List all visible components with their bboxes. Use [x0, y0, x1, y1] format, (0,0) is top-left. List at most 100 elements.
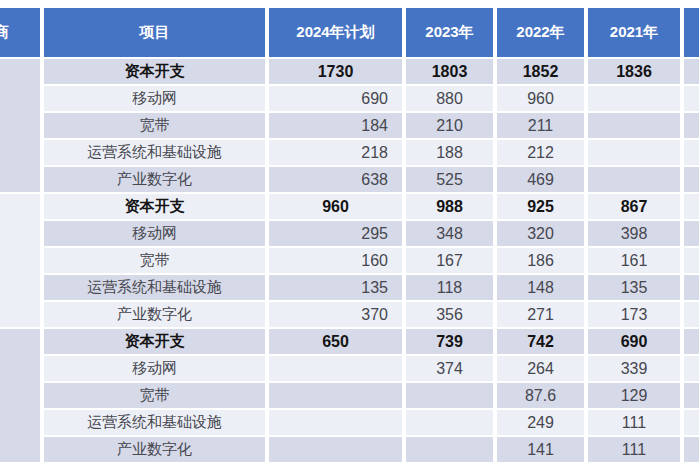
row-label: 产业数字化 — [44, 437, 265, 462]
value-cell: 161 — [588, 248, 680, 273]
clipped-extra-column-cell — [684, 59, 699, 84]
value-cell: 188 — [406, 140, 493, 165]
row-label: 运营系统和基础设施 — [44, 275, 265, 300]
operator-merged-cell — [0, 329, 40, 462]
value-cell: 348 — [406, 221, 493, 246]
row-label: 产业数字化 — [44, 167, 265, 192]
value-cell: 249 — [497, 410, 584, 435]
clipped-extra-column-cell — [684, 275, 699, 300]
value-cell — [269, 356, 402, 381]
value-cell: 135 — [588, 275, 680, 300]
value-cell: 988 — [406, 194, 493, 219]
clipped-extra-column-cell — [684, 329, 699, 354]
value-cell: 339 — [588, 356, 680, 381]
operator-header-label: 商 — [0, 23, 9, 42]
value-cell — [588, 140, 680, 165]
value-cell: 867 — [588, 194, 680, 219]
clipped-extra-column-header — [684, 8, 699, 57]
value-cell: 111 — [588, 410, 680, 435]
value-cell: 118 — [406, 275, 493, 300]
value-cell: 295 — [269, 221, 402, 246]
value-cell: 186 — [497, 248, 584, 273]
operator-merged-cell — [0, 59, 40, 192]
clipped-extra-column-cell — [684, 167, 699, 192]
row-label: 运营系统和基础设施 — [44, 140, 265, 165]
row-label: 移动网 — [44, 221, 265, 246]
value-cell — [269, 383, 402, 408]
value-cell: 690 — [269, 86, 402, 111]
value-cell: 374 — [406, 356, 493, 381]
value-cell: 160 — [269, 248, 402, 273]
column-header-2021: 2021年 — [588, 8, 680, 57]
value-cell: 650 — [269, 329, 402, 354]
value-cell: 525 — [406, 167, 493, 192]
value-cell: 690 — [588, 329, 680, 354]
value-cell — [269, 437, 402, 462]
value-cell: 184 — [269, 113, 402, 138]
value-cell: 370 — [269, 302, 402, 327]
value-cell: 880 — [406, 86, 493, 111]
value-cell: 925 — [497, 194, 584, 219]
row-label-capex: 资本开支 — [44, 194, 265, 219]
value-cell: 960 — [497, 86, 584, 111]
operator-merged-cell — [0, 194, 40, 327]
operator-section: 资本开支650739742690 移动网 374264339 宽带 87.6129 运营系… — [0, 329, 700, 462]
value-cell: 111 — [588, 437, 680, 462]
clipped-extra-column-cell — [684, 140, 699, 165]
value-cell: 264 — [497, 356, 584, 381]
row-label-capex: 资本开支 — [44, 329, 265, 354]
clipped-extra-column-cell — [684, 113, 699, 138]
row-label: 移动网 — [44, 356, 265, 381]
value-cell — [588, 113, 680, 138]
clipped-extra-column-cell — [684, 194, 699, 219]
column-header-2024-plan: 2024年计划 — [269, 8, 402, 57]
value-cell: 742 — [497, 329, 584, 354]
row-label: 宽带 — [44, 248, 265, 273]
row-label: 产业数字化 — [44, 302, 265, 327]
value-cell: 148 — [497, 275, 584, 300]
value-cell: 960 — [269, 194, 402, 219]
operator-section: 资本开支1730180318521836 移动网690880960 宽带184210… — [0, 59, 700, 192]
value-cell — [406, 383, 493, 408]
value-cell: 87.6 — [497, 383, 584, 408]
column-header-operator: 商 — [0, 8, 40, 57]
clipped-extra-column-cell — [684, 221, 699, 246]
value-cell: 212 — [497, 140, 584, 165]
clipped-extra-column-cell — [684, 410, 699, 435]
value-cell: 739 — [406, 329, 493, 354]
value-cell: 167 — [406, 248, 493, 273]
value-cell: 398 — [588, 221, 680, 246]
value-cell: 320 — [497, 221, 584, 246]
column-header-2022: 2022年 — [497, 8, 584, 57]
value-cell: 1803 — [406, 59, 493, 84]
value-cell: 1836 — [588, 59, 680, 84]
table-body: 资本开支1730180318521836移动网690880960宽带184210… — [0, 59, 700, 462]
value-cell — [588, 167, 680, 192]
value-cell — [588, 86, 680, 111]
row-label: 宽带 — [44, 383, 265, 408]
value-cell: 129 — [588, 383, 680, 408]
operator-section: 资本开支960988925867移动网295348320398宽带1601671… — [0, 194, 700, 327]
value-cell — [269, 410, 402, 435]
row-label-capex: 资本开支 — [44, 59, 265, 84]
clipped-extra-column-cell — [684, 437, 699, 462]
value-cell: 1730 — [269, 59, 402, 84]
value-cell: 141 — [497, 437, 584, 462]
value-cell: 173 — [588, 302, 680, 327]
column-header-2023: 2023年 — [406, 8, 493, 57]
row-label: 宽带 — [44, 113, 265, 138]
value-cell: 356 — [406, 302, 493, 327]
column-header-project: 项目 — [44, 8, 265, 57]
value-cell: 211 — [497, 113, 584, 138]
table-header: 商 项目 2024年计划 2023年 2022年 2021年 — [0, 8, 700, 57]
value-cell: 469 — [497, 167, 584, 192]
value-cell: 1852 — [497, 59, 584, 84]
value-cell — [406, 437, 493, 462]
row-label: 移动网 — [44, 86, 265, 111]
clipped-extra-column-cell — [684, 302, 699, 327]
clipped-extra-column-cell — [684, 383, 699, 408]
capex-table: 商 项目 2024年计划 2023年 2022年 2021年 资本开支17301… — [0, 0, 700, 462]
value-cell: 210 — [406, 113, 493, 138]
clipped-extra-column-cell — [684, 356, 699, 381]
row-label: 运营系统和基础设施 — [44, 410, 265, 435]
